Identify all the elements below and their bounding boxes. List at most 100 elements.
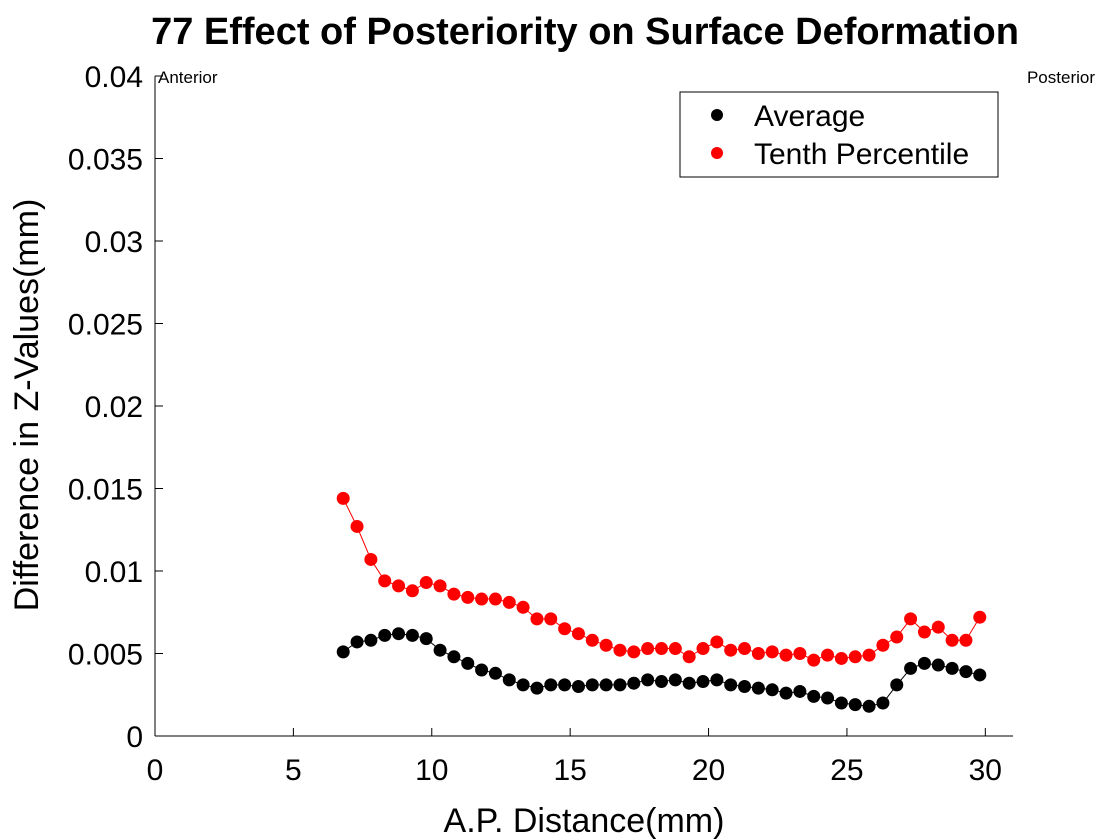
data-point	[447, 650, 461, 664]
data-point	[848, 650, 862, 664]
data-point	[807, 689, 821, 703]
series-0	[336, 627, 987, 713]
x-tick-label: 10	[415, 754, 448, 787]
data-point	[502, 595, 516, 609]
annotation-anterior: Anterior	[158, 68, 218, 87]
data-point	[571, 627, 585, 641]
x-tick-label: 25	[830, 754, 863, 787]
data-point	[917, 656, 931, 670]
data-point	[931, 620, 945, 634]
data-point	[779, 648, 793, 662]
legend-marker-average	[711, 109, 723, 121]
data-point	[544, 678, 558, 692]
data-point	[641, 642, 655, 656]
data-point	[710, 635, 724, 649]
data-point	[364, 633, 378, 647]
x-tick-label: 0	[147, 754, 164, 787]
data-point	[793, 647, 807, 660]
data-point	[945, 633, 959, 647]
data-point	[862, 699, 876, 713]
data-point	[654, 675, 668, 689]
data-point	[530, 681, 544, 695]
data-point	[544, 612, 558, 626]
x-tick-label: 30	[969, 754, 1002, 787]
data-point	[959, 665, 973, 679]
data-point	[917, 625, 931, 639]
data-point	[779, 686, 793, 700]
legend-label-average: Average	[754, 100, 865, 133]
y-tick-label: 0.035	[68, 144, 143, 177]
data-point	[475, 663, 489, 677]
x-tick-label: 20	[692, 754, 725, 787]
legend: Average Tenth Percentile	[679, 91, 999, 178]
y-tick-label: 0.03	[85, 226, 143, 259]
data-point	[696, 675, 710, 689]
data-point	[433, 643, 447, 657]
data-point	[516, 600, 530, 614]
data-point	[405, 584, 419, 598]
data-point	[724, 643, 738, 657]
data-point	[904, 661, 918, 675]
y-tick-label: 0.015	[68, 474, 143, 507]
annotation-posterior: Posterior	[1027, 68, 1095, 87]
legend-box	[679, 91, 999, 178]
data-point	[890, 678, 904, 692]
x-tick-label: 15	[553, 754, 586, 787]
data-point	[627, 645, 641, 659]
data-point	[585, 633, 599, 647]
data-point	[350, 635, 364, 649]
data-point	[475, 592, 489, 606]
data-point	[793, 684, 807, 698]
y-tick-label: 0.02	[85, 391, 143, 424]
data-point	[751, 681, 765, 695]
data-point	[419, 576, 433, 590]
data-point	[419, 632, 433, 646]
data-point	[627, 676, 641, 690]
data-point	[405, 628, 419, 642]
data-point	[765, 645, 779, 659]
data-point	[821, 648, 835, 662]
data-point	[724, 678, 738, 692]
data-point	[336, 645, 350, 659]
data-point	[599, 638, 613, 652]
data-point	[876, 696, 890, 710]
data-point	[973, 610, 987, 624]
data-point	[821, 691, 835, 705]
data-point	[945, 661, 959, 675]
data-point	[751, 647, 765, 660]
y-tick-label: 0.025	[68, 309, 143, 342]
data-point	[378, 628, 392, 642]
data-point	[890, 630, 904, 644]
data-point	[834, 696, 848, 710]
data-point	[571, 680, 585, 693]
data-point	[558, 622, 572, 636]
data-point	[488, 666, 502, 680]
data-point	[350, 519, 364, 533]
y-tick-label: 0.01	[85, 556, 143, 589]
data-point	[931, 658, 945, 672]
data-point	[696, 642, 710, 656]
data-point	[862, 648, 876, 662]
data-point	[807, 653, 821, 667]
axes: 0 5 10 15 20 25 30 0 0.005 0.01 0.015 0.02 0.025 0.03…	[68, 61, 1013, 787]
data-point	[848, 698, 862, 712]
data-point	[336, 491, 350, 505]
y-tick-label: 0	[126, 721, 143, 754]
data-point	[682, 650, 696, 664]
data-point	[558, 678, 572, 692]
chart-title: 77 Effect of Posteriority on Surface Def…	[151, 11, 1019, 53]
legend-marker-tenth-percentile	[711, 147, 723, 159]
data-point	[959, 633, 973, 647]
data-point	[668, 642, 682, 656]
data-point	[682, 676, 696, 690]
y-tick-label: 0.005	[68, 639, 143, 672]
data-point	[392, 579, 406, 593]
x-axis-label: A.P. Distance(mm)	[444, 802, 725, 840]
x-tick-label: 5	[285, 754, 302, 787]
data-point	[364, 552, 378, 566]
legend-label-tenth-percentile: Tenth Percentile	[754, 138, 969, 171]
data-point	[392, 627, 406, 641]
data-point	[599, 678, 613, 692]
data-point	[613, 678, 627, 692]
